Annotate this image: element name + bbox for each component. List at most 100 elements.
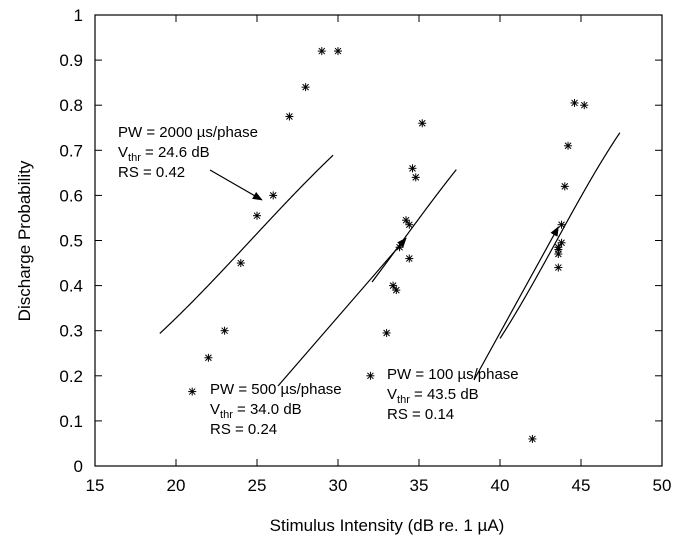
data-point [395, 243, 404, 252]
y-tick-label: 0.5 [59, 232, 83, 251]
data-point-stroke [580, 101, 588, 109]
plot-frame [94, 14, 663, 467]
y-tick-label: 0 [74, 457, 83, 476]
data-point-stroke [221, 327, 228, 335]
data-point [405, 254, 414, 263]
axes: 15 20 25 30 35 40 45 50 0 0.1 0.2 0.3 0.4 0.5 0.6 0.7 0.… [59, 6, 671, 495]
data-point [528, 434, 537, 443]
x-tick-label: 40 [491, 476, 510, 495]
y-tick-label: 0.7 [59, 141, 83, 160]
annotation-pw-label: PW = 500 µs/phase [210, 381, 342, 398]
y-tick-label: 0.9 [59, 51, 83, 70]
annotation-arrow [209, 169, 263, 201]
data-point-stroke [418, 119, 426, 127]
annotation-pw-label: PW = 100 µs/phase [387, 366, 519, 383]
annotations: PW = 2000 µs/phase Vthr = 24.6 dB RS = 0.4… [118, 124, 559, 438]
data-point-stroke [367, 372, 374, 380]
y-axis-title: Discharge Probability [15, 160, 34, 321]
annotation-vthr-label: Vthr = 34.0 dB [210, 401, 302, 421]
annotation-3: PW = 100 µs/phase Vthr = 43.5 dB RS = 0.14 [387, 226, 559, 423]
data-point [317, 47, 326, 56]
x-tick-label: 20 [167, 476, 186, 495]
data-point [564, 141, 573, 150]
annotation-vthr-sub: thr [128, 152, 141, 164]
fit-curves [159, 132, 621, 339]
y-tick-label: 1 [74, 6, 83, 25]
data-point-stroke [318, 47, 326, 55]
y-tick-label: 0.3 [59, 322, 83, 341]
x-tick-label: 35 [410, 476, 429, 495]
data-point-stroke [389, 282, 397, 289]
data-point-stroke [554, 264, 562, 271]
data-point [402, 216, 411, 225]
data-point-stroke [412, 174, 420, 181]
data-point [334, 47, 342, 56]
data-point [204, 353, 213, 362]
data-point-stroke [558, 221, 565, 229]
data-points [188, 47, 589, 443]
annotation-rs-label: RS = 0.14 [387, 406, 454, 423]
data-point-stroke [334, 47, 342, 55]
data-point-stroke [571, 99, 578, 107]
y-tick-label: 0.6 [59, 186, 83, 205]
data-point-stroke [554, 243, 562, 251]
data-point-stroke [558, 239, 565, 247]
x-axis-title: Stimulus Intensity (dB re. 1 µA) [270, 516, 505, 535]
annotation-rs-label: RS = 0.42 [118, 164, 185, 181]
data-point [557, 220, 566, 229]
y-tick-label: 0.2 [59, 367, 83, 386]
data-point [253, 211, 261, 220]
annotation-vthr-value: = 24.6 dB [141, 144, 210, 161]
data-point [554, 250, 563, 259]
data-point-stroke [302, 83, 309, 91]
annotation-pw-label: PW = 2000 µs/phase [118, 124, 258, 141]
data-point [570, 98, 579, 107]
annotation-arrow [473, 226, 559, 381]
data-point [554, 263, 563, 272]
data-point [408, 164, 417, 173]
x-tick-label: 50 [653, 476, 672, 495]
annotation-vthr-sub: thr [220, 409, 233, 421]
annotation-1: PW = 2000 µs/phase Vthr = 24.6 dB RS = 0.4… [118, 124, 263, 201]
data-point [366, 371, 375, 380]
data-point [236, 259, 245, 268]
data-point-stroke [237, 259, 245, 267]
data-point-stroke [188, 388, 196, 395]
data-point-stroke [561, 183, 569, 190]
data-point-stroke [409, 164, 416, 172]
annotation-vthr-value: = 34.0 dB [233, 401, 302, 418]
data-point [389, 281, 398, 290]
data-point [269, 191, 278, 200]
annotation-vthr-symbol: V [210, 401, 220, 418]
y-tick-label: 0.4 [59, 277, 83, 296]
fit-curve [159, 154, 334, 334]
y-tick-label: 0.8 [59, 96, 83, 115]
data-point [220, 326, 229, 335]
annotation-vthr-sub: thr [397, 394, 410, 406]
annotation-vthr-symbol: V [387, 386, 397, 403]
data-point [557, 238, 566, 247]
data-point [285, 112, 294, 121]
fit-curve [499, 132, 621, 339]
data-point-stroke [405, 221, 413, 229]
data-point [382, 328, 391, 337]
annotation-vthr-symbol: V [118, 144, 128, 161]
data-point-stroke [392, 286, 400, 294]
x-tick-label: 15 [86, 476, 105, 495]
fit-curve [371, 169, 457, 283]
data-point-stroke [402, 216, 410, 224]
data-point-stroke [383, 329, 390, 337]
data-point [301, 83, 310, 92]
data-point [405, 220, 414, 229]
x-tick-label: 25 [248, 476, 267, 495]
data-point-stroke [205, 354, 212, 362]
x-tick-label: 30 [329, 476, 348, 495]
annotation-rs-label: RS = 0.24 [210, 421, 277, 438]
data-point-stroke [286, 113, 293, 120]
annotation-vthr-value: = 43.5 dB [410, 386, 479, 403]
annotation-arrow [277, 237, 407, 387]
data-point-stroke [253, 212, 261, 220]
data-point-stroke [564, 142, 572, 150]
data-point [560, 182, 569, 191]
